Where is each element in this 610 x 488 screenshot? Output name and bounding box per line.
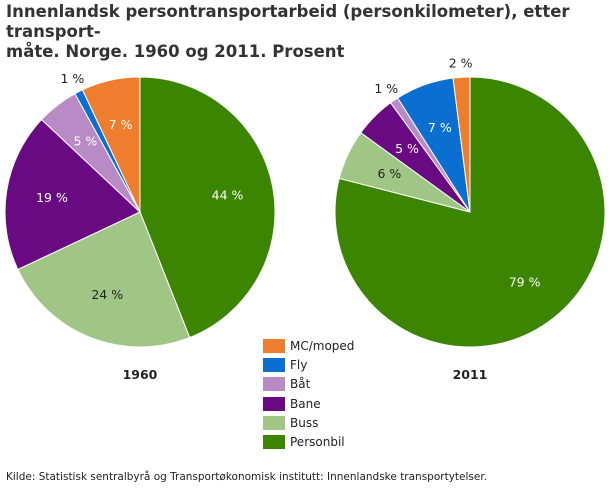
legend-label: Fly <box>290 357 308 372</box>
data-label: 44 % <box>212 187 244 202</box>
slice-bane <box>4 118 141 271</box>
legend-swatch <box>263 338 285 353</box>
legend-swatch <box>263 435 285 450</box>
legend-item-bane: Bane <box>263 394 354 413</box>
slice-personbil <box>139 76 276 339</box>
legend-item-mc-moped: MC/moped <box>263 336 354 355</box>
data-label: 79 % <box>509 274 541 289</box>
legend-label: Buss <box>290 415 319 430</box>
data-label: 7 % <box>109 117 133 132</box>
data-label: 2 % <box>449 55 473 70</box>
legend-item-fly: Fly <box>263 355 354 374</box>
data-label: 1 % <box>60 71 84 86</box>
slice-mc-moped <box>452 76 471 213</box>
legend-label: Båt <box>290 377 311 392</box>
pie-title: 2011 <box>453 367 488 382</box>
title-line-1: Innenlandsk persontransportarbeid (perso… <box>6 2 570 41</box>
slice-mc-moped <box>81 76 141 213</box>
legend: MC/moped Fly Båt Bane Buss Personbil <box>263 336 354 452</box>
data-label: 19 % <box>36 190 68 205</box>
legend-label: Bane <box>290 396 321 411</box>
slice-buss <box>17 211 191 348</box>
legend-swatch <box>263 357 285 372</box>
pie-2011: 79 % 6 % 5 % 1 % 7 % 2 % 2011 <box>334 55 606 382</box>
data-label: 24 % <box>91 287 123 302</box>
legend-item-bat: Båt <box>263 375 354 394</box>
data-label: 7 % <box>428 120 452 135</box>
legend-swatch <box>263 415 285 430</box>
legend-item-personbil: Personbil <box>263 432 354 451</box>
chart-title: Innenlandsk persontransportarbeid (perso… <box>6 2 606 62</box>
pie-1960: 44 % 24 % 19 % 5 % 1 % 7 % 1960 <box>4 71 276 382</box>
legend-label: MC/moped <box>290 338 355 353</box>
data-label: 5 % <box>395 141 419 156</box>
legend-swatch <box>263 377 285 392</box>
title-line-2: måte. Norge. 1960 og 2011. Prosent <box>6 42 345 61</box>
legend-item-buss: Buss <box>263 413 354 432</box>
legend-swatch <box>263 396 285 411</box>
data-label: 6 % <box>377 166 401 181</box>
legend-label: Personbil <box>290 435 345 450</box>
pie-title: 1960 <box>123 367 158 382</box>
source-note: Kilde: Statistisk sentralbyrå og Transpo… <box>6 471 488 483</box>
data-label: 5 % <box>73 134 97 149</box>
data-label: 1 % <box>374 81 398 96</box>
